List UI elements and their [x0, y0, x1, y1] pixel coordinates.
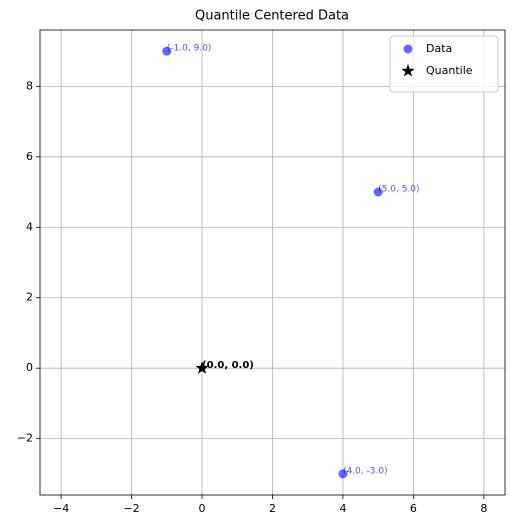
x-tick-label: −4: [53, 502, 69, 515]
x-tick-label: 6: [410, 502, 417, 515]
scatter-point: [195, 361, 209, 374]
scatter-point: [373, 187, 383, 197]
y-tick-label: 4: [26, 220, 33, 233]
scatter-point: [338, 469, 348, 479]
y-tick-label: 8: [26, 79, 33, 92]
x-tick-label: 2: [269, 502, 276, 515]
x-tick-label: 0: [199, 502, 206, 515]
point-label: (4.0, -3.0): [343, 466, 388, 476]
point-label: (5.0, 5.0): [378, 185, 419, 195]
scatter-point: [162, 46, 172, 56]
point-label: (0.0, 0.0): [202, 360, 254, 371]
y-tick-label: 2: [26, 291, 33, 304]
x-tick-label: 4: [339, 502, 346, 515]
legend-label: Data: [426, 42, 452, 55]
x-tick-label: −2: [123, 502, 139, 515]
legend-label: Quantile: [426, 64, 473, 77]
y-tick-label: −2: [17, 432, 33, 445]
x-tick-label: 8: [480, 502, 487, 515]
point-label: (-1.0, 9.0): [167, 44, 212, 54]
y-tick-label: 0: [26, 361, 33, 374]
legend-marker: [401, 64, 415, 77]
legend-box: [389, 35, 499, 93]
legend-marker: [403, 44, 413, 54]
plot-frame: [39, 29, 506, 496]
y-tick-label: 6: [26, 150, 33, 163]
chart-title: Quantile Centered Data: [195, 9, 349, 24]
